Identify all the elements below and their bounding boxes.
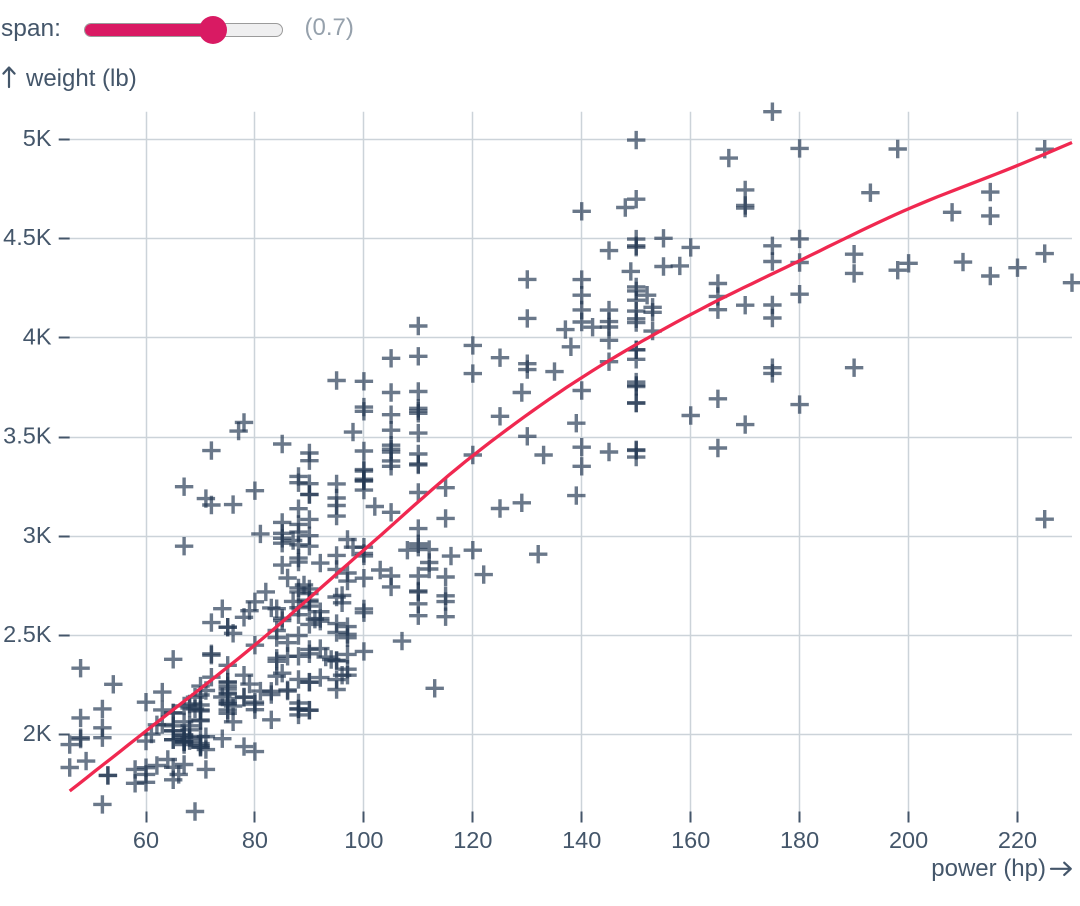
svg-text:2.5K: 2.5K <box>3 621 52 647</box>
svg-text:60: 60 <box>133 827 159 853</box>
svg-text:140: 140 <box>562 827 601 853</box>
svg-text:180: 180 <box>780 827 819 853</box>
svg-text:2K: 2K <box>23 720 52 746</box>
svg-text:5K: 5K <box>23 125 52 151</box>
svg-text:120: 120 <box>453 827 492 853</box>
svg-text:4K: 4K <box>23 323 52 349</box>
svg-text:220: 220 <box>998 827 1037 853</box>
svg-text:power (hp): power (hp) <box>931 855 1046 882</box>
svg-text:200: 200 <box>889 827 928 853</box>
svg-text:4.5K: 4.5K <box>3 224 52 250</box>
svg-text:160: 160 <box>671 827 710 853</box>
svg-text:80: 80 <box>242 827 268 853</box>
svg-text:3.5K: 3.5K <box>3 423 52 449</box>
svg-text:3K: 3K <box>23 522 52 548</box>
svg-text:100: 100 <box>344 827 383 853</box>
svg-text:weight (lb): weight (lb) <box>25 65 137 92</box>
